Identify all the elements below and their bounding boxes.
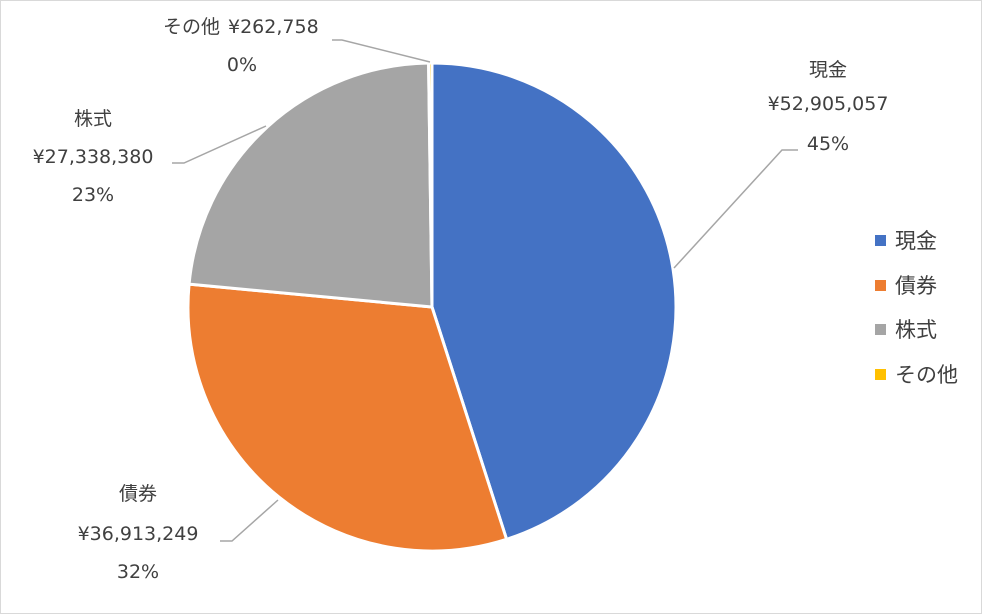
pie-slice-cash	[430, 61, 678, 541]
leader-line-stocks	[172, 125, 267, 164]
legend-label-other: その他	[895, 363, 958, 387]
data-label-cash-value: ¥52,905,057	[768, 93, 889, 115]
legend-swatch-stocks	[875, 324, 886, 335]
data-label-other-value: ¥262,758	[228, 16, 319, 38]
legend-label-stocks: 株式	[895, 318, 937, 342]
data-label-cash-category: 現金	[809, 59, 847, 81]
data-label-stocks: 株式 ¥27,338,380 23%	[33, 108, 154, 206]
data-label-cash-percent: 45%	[807, 133, 849, 155]
legend-swatch-bonds	[875, 280, 886, 291]
leader-line-bonds	[220, 499, 279, 542]
pie-slice-bonds	[186, 282, 509, 553]
data-label-bonds-category: 債券	[119, 483, 157, 505]
leader-line-cash	[673, 149, 798, 269]
legend-label-cash: 現金	[895, 229, 937, 253]
data-label-bonds-percent: 32%	[117, 561, 159, 583]
pie-slice-other	[427, 61, 434, 309]
legend-label-bonds: 債券	[895, 274, 937, 298]
legend-swatch-cash	[875, 235, 886, 246]
data-label-bonds-value: ¥36,913,249	[78, 523, 199, 545]
data-label-other-percent: 0%	[227, 54, 257, 76]
data-label-stocks-value: ¥27,338,380	[33, 146, 154, 168]
leader-line-other	[332, 39, 431, 63]
leader-lines	[172, 39, 798, 542]
legend-swatch-other	[875, 369, 886, 380]
pie-slice-stocks	[187, 61, 434, 309]
data-label-bonds: 債券 ¥36,913,249 32%	[78, 483, 199, 583]
data-label-other: その他 ¥262,758 0%	[163, 16, 319, 76]
legend: 現金 債券 株式 その他	[875, 229, 958, 387]
data-label-stocks-percent: 23%	[72, 184, 114, 206]
data-label-other-category: その他	[163, 16, 220, 38]
data-label-stocks-category: 株式	[74, 108, 112, 130]
pie-slices	[186, 61, 678, 553]
data-label-cash: 現金 ¥52,905,057 45%	[768, 59, 889, 155]
